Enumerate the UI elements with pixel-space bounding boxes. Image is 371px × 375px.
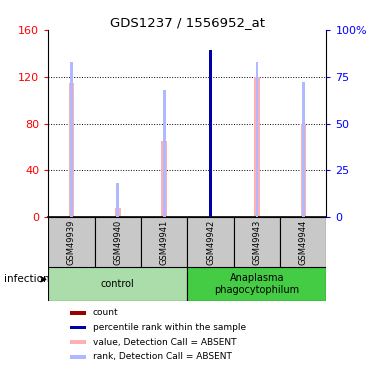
Bar bbox=[70, 355, 86, 358]
Text: GSM49943: GSM49943 bbox=[252, 219, 262, 265]
Bar bbox=[69, 82, 74, 217]
Text: GSM49942: GSM49942 bbox=[206, 220, 215, 265]
Bar bbox=[280, 217, 326, 267]
Title: GDS1237 / 1556952_at: GDS1237 / 1556952_at bbox=[110, 16, 265, 29]
Bar bbox=[115, 208, 121, 217]
Bar bbox=[301, 124, 306, 217]
Bar bbox=[254, 77, 260, 217]
Bar bbox=[116, 183, 119, 217]
Text: control: control bbox=[101, 279, 135, 289]
Text: count: count bbox=[93, 308, 118, 317]
Bar bbox=[187, 217, 234, 267]
Bar bbox=[209, 50, 213, 58]
Text: infection: infection bbox=[4, 274, 49, 284]
Bar bbox=[48, 217, 95, 267]
Bar bbox=[209, 58, 212, 217]
Text: GSM49940: GSM49940 bbox=[113, 220, 122, 265]
Text: percentile rank within the sample: percentile rank within the sample bbox=[93, 323, 246, 332]
Text: rank, Detection Call = ABSENT: rank, Detection Call = ABSENT bbox=[93, 352, 232, 361]
Bar bbox=[187, 267, 326, 301]
Bar bbox=[209, 50, 212, 217]
Text: GSM49941: GSM49941 bbox=[160, 220, 169, 265]
Bar bbox=[70, 311, 86, 315]
Bar bbox=[161, 141, 167, 217]
Bar bbox=[70, 340, 86, 344]
Text: Anaplasma
phagocytophilum: Anaplasma phagocytophilum bbox=[214, 273, 299, 295]
Text: GSM49939: GSM49939 bbox=[67, 219, 76, 265]
Text: GSM49944: GSM49944 bbox=[299, 220, 308, 265]
Bar bbox=[302, 82, 305, 217]
Bar bbox=[70, 326, 86, 329]
Bar bbox=[48, 267, 187, 301]
Text: value, Detection Call = ABSENT: value, Detection Call = ABSENT bbox=[93, 338, 236, 346]
Bar bbox=[70, 62, 73, 217]
Bar bbox=[141, 217, 187, 267]
Bar bbox=[163, 90, 165, 217]
Bar bbox=[95, 217, 141, 267]
Bar bbox=[256, 62, 258, 217]
Bar bbox=[234, 217, 280, 267]
